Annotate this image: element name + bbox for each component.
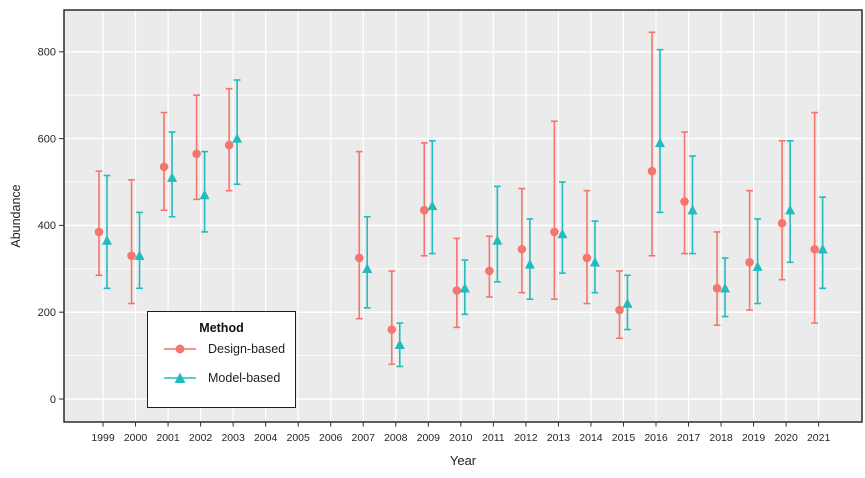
legend-key-design-based	[164, 344, 196, 354]
model-based-point	[752, 261, 763, 271]
model-based-point	[134, 250, 145, 260]
x-tick-label: 2000	[124, 432, 148, 444]
legend-label-model-based: Model-based	[208, 371, 281, 385]
x-tick-label: 2007	[352, 432, 376, 444]
legend-title: Method	[199, 321, 244, 335]
design-based-point	[420, 205, 429, 215]
model-based-point	[687, 204, 698, 215]
model-based-point	[524, 259, 535, 269]
x-tick-label: 2005	[287, 432, 311, 444]
y-tick-label: 200	[38, 307, 56, 319]
design-based-point	[127, 251, 136, 261]
x-tick-label: 2002	[189, 432, 213, 444]
model-based-point	[427, 200, 438, 211]
design-based-point	[485, 266, 494, 276]
design-based-point	[192, 149, 201, 159]
x-tick-label: 2014	[579, 432, 603, 444]
design-based-point	[159, 162, 169, 172]
x-axis-title: Year	[449, 453, 477, 468]
model-based-point	[622, 298, 633, 308]
legend-label-design-based: Design-based	[208, 342, 286, 356]
x-tick-label: 2011	[482, 432, 505, 444]
model-based-point	[720, 282, 731, 293]
y-tick-label: 600	[38, 133, 56, 145]
design-based-point	[615, 305, 624, 315]
model-based-point	[394, 339, 405, 349]
panel-border	[63, 9, 863, 423]
legend-item-design-based: Design-based	[161, 339, 295, 359]
model-based-point	[817, 243, 828, 254]
model-based-point	[492, 235, 503, 245]
x-tick-label: 2017	[677, 432, 701, 444]
x-tick-label: 2001	[156, 432, 180, 444]
x-tick-label: 2016	[644, 432, 668, 444]
x-tick-label: 2021	[807, 432, 831, 444]
design-based-point	[777, 218, 787, 228]
model-based-point	[232, 133, 243, 143]
x-tick-label: 2013	[547, 432, 571, 444]
model-based-point	[655, 137, 666, 148]
design-based-point	[582, 253, 592, 263]
design-based-point	[452, 286, 462, 295]
x-tick-label: 2015	[612, 432, 636, 444]
x-tick-label: 2003	[221, 432, 245, 444]
y-tick-label: 400	[38, 220, 56, 232]
x-tick-label: 2020	[774, 432, 798, 444]
model-based-point	[589, 256, 600, 267]
design-based-point	[647, 166, 657, 176]
model-based-point	[459, 282, 470, 293]
x-tick-label: 2009	[417, 432, 441, 444]
legend-key-model-based	[164, 372, 196, 383]
x-tick-label: 1999	[91, 432, 115, 444]
x-tick-label: 2004	[254, 432, 278, 444]
model-based-point	[199, 189, 210, 200]
y-axis-title: Abundance	[9, 184, 23, 248]
legend: Method Design-based Model-based	[147, 311, 296, 408]
model-based-point	[362, 263, 373, 273]
x-tick-label: 2018	[709, 432, 733, 444]
model-based-point	[167, 172, 178, 182]
y-tick-label: 0	[50, 394, 56, 406]
design-based-point	[517, 244, 527, 254]
legend-circle-icon	[175, 344, 185, 354]
design-based-point	[680, 197, 689, 206]
design-based-point	[745, 257, 754, 267]
design-based-point	[224, 140, 234, 150]
model-based-point	[102, 235, 112, 245]
model-based-point	[785, 204, 796, 215]
legend-triangle-icon	[174, 372, 186, 383]
design-based-point	[810, 244, 819, 254]
design-based-point	[94, 227, 104, 237]
design-based-point	[387, 325, 397, 334]
design-based-point	[354, 253, 364, 263]
design-based-point	[550, 227, 559, 237]
legend-item-model-based: Model-based	[161, 368, 295, 388]
x-tick-label: 2008	[384, 432, 408, 444]
x-tick-label: 2010	[449, 432, 473, 444]
x-tick-label: 2019	[742, 432, 766, 444]
model-based-point	[557, 228, 568, 239]
design-based-point	[712, 284, 722, 293]
x-tick-label: 2012	[514, 432, 538, 444]
x-tick-label: 2006	[319, 432, 343, 444]
y-tick-label: 800	[38, 47, 56, 59]
